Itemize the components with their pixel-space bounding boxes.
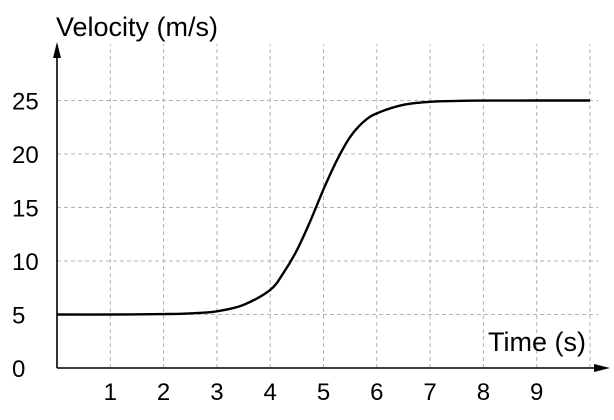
x-tick-label: 1 — [104, 379, 117, 406]
x-axis-arrow — [594, 364, 610, 372]
x-tick-label: 2 — [157, 379, 170, 406]
x-tick-label: 7 — [423, 379, 436, 406]
y-tick-label: 5 — [12, 303, 25, 330]
y-axis-label: Velocity (m/s) — [56, 12, 218, 42]
y-axis-arrow — [53, 42, 61, 58]
x-tick-label: 8 — [477, 379, 490, 406]
y-tick-label: 25 — [12, 89, 39, 116]
x-axis-label: Time (s) — [488, 327, 586, 357]
x-tick-label: 4 — [264, 379, 277, 406]
x-tick-label: 3 — [210, 379, 223, 406]
y-tick-label: 10 — [12, 249, 39, 276]
y-tick-label: 20 — [12, 142, 39, 169]
y-tick-label: 15 — [12, 196, 39, 223]
grid — [57, 44, 598, 368]
y-tick-label: 0 — [12, 356, 25, 383]
x-tick-label: 5 — [317, 379, 330, 406]
x-tick-label: 9 — [530, 379, 543, 406]
series-line — [56, 99, 591, 316]
tick-labels: 1 2 3 4 5 6 7 8 9 0 5 10 15 20 25 — [12, 89, 543, 407]
x-tick-label: 6 — [370, 379, 383, 406]
series-group — [56, 99, 591, 316]
